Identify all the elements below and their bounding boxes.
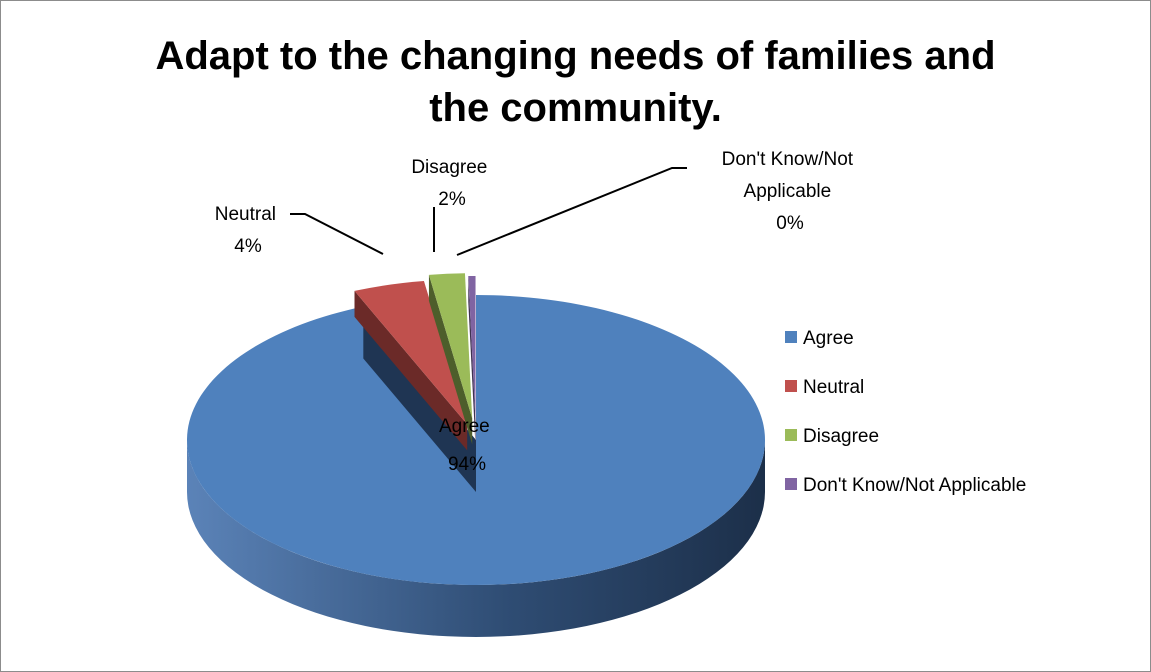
slice-neutral [354, 281, 468, 451]
legend-swatch-disagree [785, 429, 797, 441]
data-label-disagree: Disagree 2% [411, 157, 492, 210]
legend-label-dont-know: Don't Know/Not Applicable [803, 475, 1026, 496]
legend-label-neutral: Neutral [803, 377, 864, 398]
slice-agree [187, 295, 765, 637]
slice-disagree [428, 273, 473, 445]
leader-line-neutral [290, 213, 384, 255]
legend-label-agree: Agree [803, 328, 854, 349]
chart-title-line-2: the community. [429, 86, 722, 130]
legend-swatch-neutral [785, 380, 797, 392]
chart-title: Adapt to the changing needs of families … [0, 30, 1151, 134]
legend: Agree Neutral Disagree Don't Know/Not Ap… [785, 328, 1026, 496]
legend-label-disagree: Disagree [803, 426, 879, 447]
legend-swatch-agree [785, 331, 797, 343]
leader-line-dont-know [456, 167, 687, 256]
slice-dont-know [468, 276, 476, 448]
data-label-neutral: Neutral 4% [215, 204, 282, 257]
data-label-dont-know: Don't Know/Not Applicable 0% [722, 149, 859, 234]
data-label-agree: Agree 94% [439, 416, 495, 475]
legend-swatch-dont-know [785, 478, 797, 490]
chart-title-line-1: Adapt to the changing needs of families … [155, 34, 996, 78]
